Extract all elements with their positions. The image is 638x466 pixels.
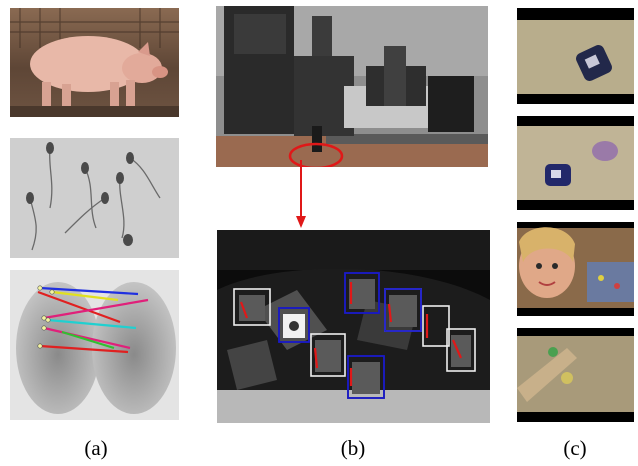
caption-c: (c): [563, 436, 587, 460]
zoom-arrow: [296, 160, 306, 228]
video-frame-1: [517, 8, 634, 104]
caption-b: (b): [340, 436, 366, 460]
tecan-robot-photo: [216, 6, 488, 167]
video-frame-2: [517, 116, 634, 210]
fingerprint-matching-image: [10, 270, 179, 420]
video-frame-3: [517, 222, 634, 316]
pig-photo: [10, 8, 179, 117]
caption-a: (a): [84, 436, 108, 460]
video-frame-4: [517, 328, 634, 422]
sperm-micrograph: [10, 138, 179, 258]
tool-inspection-image: [217, 230, 490, 423]
